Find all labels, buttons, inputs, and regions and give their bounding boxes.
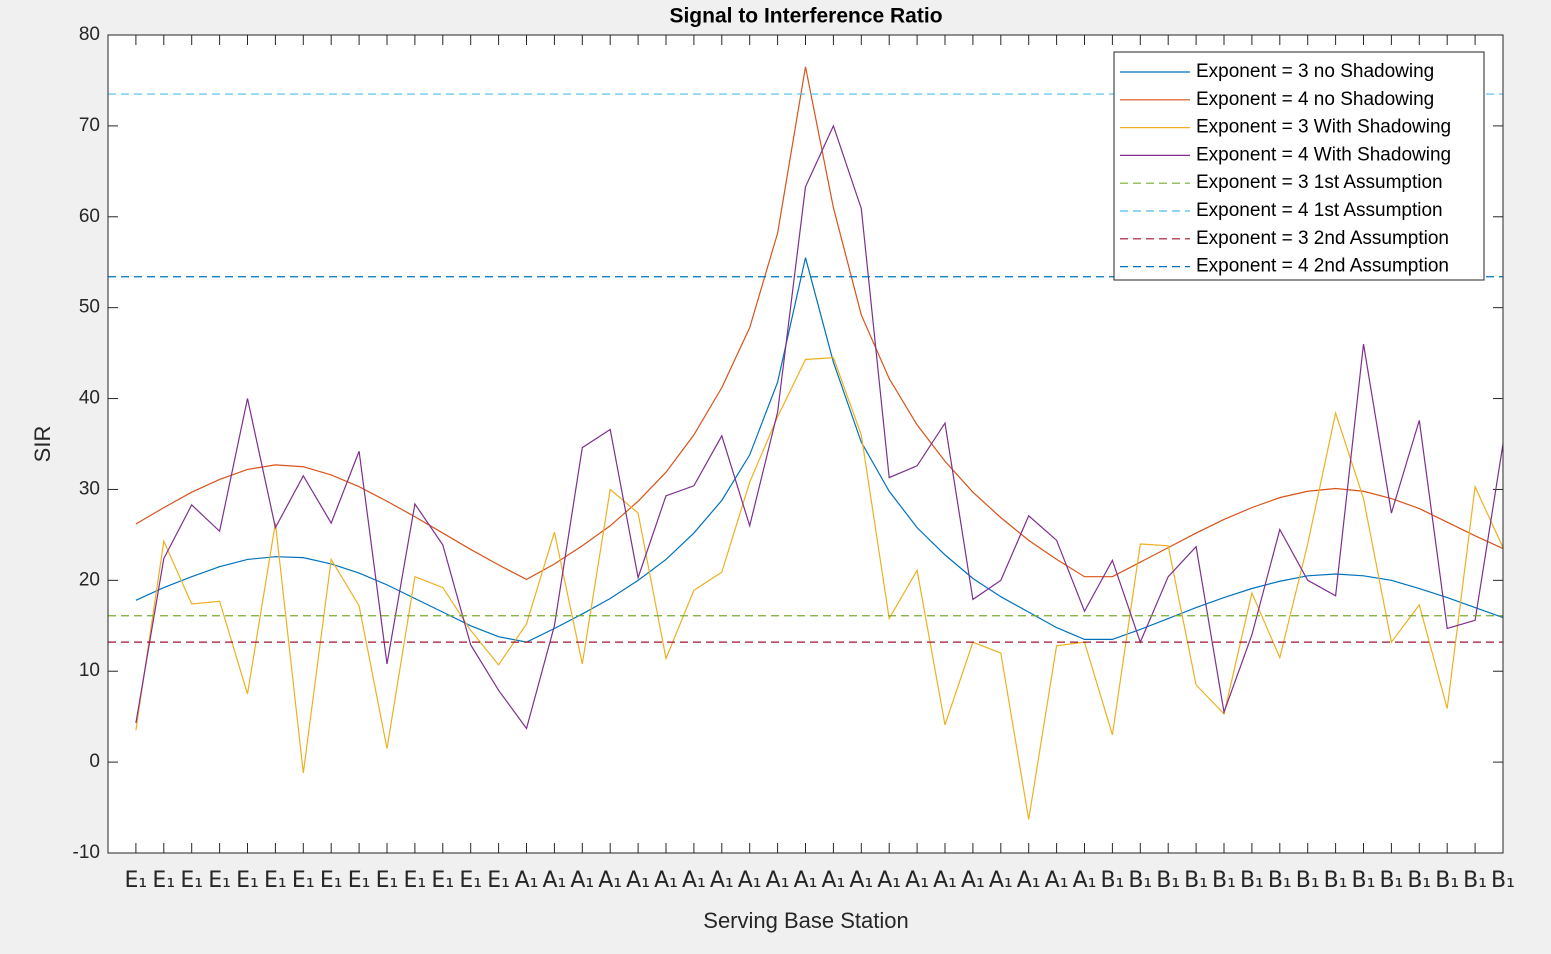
x-tick-label: B₁ [1463, 868, 1487, 893]
x-tick-label: B₁ [1379, 868, 1403, 893]
x-tick-label: A₁ [515, 868, 539, 893]
x-tick-label: A₁ [989, 868, 1013, 893]
x-tick-label: E₁ [208, 868, 231, 893]
series-line [135, 357, 1504, 820]
x-tick-label: E₁ [125, 868, 148, 893]
x-tick-label: A₁ [570, 868, 594, 893]
x-tick-label: A₁ [905, 868, 929, 893]
x-tick-label: E₁ [236, 868, 259, 893]
y-tick-label: 0 [89, 751, 100, 772]
x-tick-label: A₁ [933, 868, 957, 893]
x-tick-label: B₁ [1100, 868, 1124, 893]
x-tick-label: A₁ [654, 868, 678, 893]
series-line [135, 124, 1504, 730]
x-tick-label: B₁ [1491, 868, 1515, 893]
x-tick-label: B₁ [1435, 868, 1459, 893]
y-tick-label: -10 [73, 842, 100, 863]
x-tick-label: A₁ [710, 868, 734, 893]
x-tick-label: E₁ [180, 868, 203, 893]
legend-label: Exponent = 4 With Shadowing [1196, 144, 1451, 165]
y-axis-label: SIR [30, 426, 55, 463]
x-tick-label: B₁ [1324, 868, 1348, 893]
y-tick-label: 80 [79, 24, 100, 45]
x-tick-label: E₁ [264, 868, 287, 893]
y-tick-label: 10 [79, 660, 100, 681]
legend-box [1113, 51, 1485, 281]
x-tick-label: A₁ [849, 868, 873, 893]
x-tick-label: A₁ [821, 868, 845, 893]
y-tick-label: 70 [79, 115, 100, 136]
x-tick-label: A₁ [738, 868, 762, 893]
legend-label: Exponent = 3 With Shadowing [1196, 117, 1451, 138]
x-tick-label: E₁ [292, 868, 315, 893]
y-tick-label: 50 [79, 297, 100, 318]
x-tick-label: A₁ [682, 868, 706, 893]
x-tick-label: A₁ [1017, 868, 1041, 893]
x-tick-label: E₁ [404, 868, 427, 893]
y-tick-label: 30 [79, 478, 100, 499]
legend-label: Exponent = 4 2nd Assumption [1196, 256, 1449, 277]
x-tick-label: B₁ [1352, 868, 1376, 893]
x-tick-label: B₁ [1407, 868, 1431, 893]
y-tick-label: 20 [79, 569, 100, 590]
x-tick-label: A₁ [598, 868, 622, 893]
legend-label: Exponent = 4 1st Assumption [1196, 200, 1443, 221]
x-tick-label: B₁ [1212, 868, 1236, 893]
x-tick-label: A₁ [766, 868, 790, 893]
chart-title: Signal to Interference Ratio [669, 5, 942, 28]
x-tick-label: A₁ [1073, 868, 1097, 893]
series-line [135, 257, 1504, 643]
x-tick-label: A₁ [1045, 868, 1069, 893]
x-tick-label: B₁ [1184, 868, 1208, 893]
x-tick-label: E₁ [376, 868, 399, 893]
x-tick-label: E₁ [348, 868, 371, 893]
legend-label: Exponent = 3 2nd Assumption [1196, 228, 1449, 249]
x-axis-label: Serving Base Station [703, 908, 908, 933]
x-tick-label: E₁ [459, 868, 482, 893]
x-tick-label: B₁ [1128, 868, 1152, 893]
x-tick-label: A₁ [794, 868, 818, 893]
y-tick-label: 40 [79, 388, 100, 409]
x-tick-label: A₁ [542, 868, 566, 893]
x-tick-label: A₁ [626, 868, 650, 893]
x-tick-label: B₁ [1240, 868, 1264, 893]
x-tick-label: B₁ [1296, 868, 1320, 893]
x-tick-label: B₁ [1156, 868, 1180, 893]
y-tick-label: 60 [79, 206, 100, 227]
legend-label: Exponent = 3 1st Assumption [1196, 172, 1443, 193]
plot-frame [107, 34, 1504, 854]
x-tick-label: E₁ [431, 868, 454, 893]
legend-label: Exponent = 3 no Shadowing [1196, 61, 1434, 82]
legend-label: Exponent = 4 no Shadowing [1196, 89, 1434, 110]
x-tick-label: B₁ [1268, 868, 1292, 893]
x-tick-label: A₁ [961, 868, 985, 893]
x-tick-label: E₁ [320, 868, 343, 893]
x-tick-label: A₁ [877, 868, 901, 893]
x-tick-label: E₁ [487, 868, 510, 893]
x-tick-label: E₁ [152, 868, 175, 893]
